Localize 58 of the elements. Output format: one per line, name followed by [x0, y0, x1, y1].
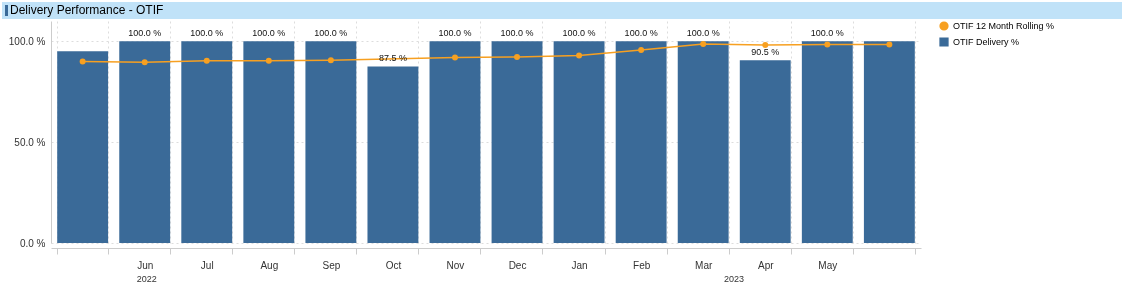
point — [576, 52, 583, 59]
data-label: 100.0 % — [190, 28, 224, 39]
point — [79, 58, 86, 65]
legend-label: OTIF Delivery % — [953, 37, 1020, 47]
point — [265, 57, 272, 64]
bar — [491, 41, 543, 243]
x-tick-label: Dec — [508, 259, 527, 271]
data-label: 90.5 % — [751, 47, 780, 58]
x-tick-label: Mar — [695, 259, 713, 271]
point — [327, 57, 334, 64]
data-label: 100.0 % — [252, 28, 286, 39]
data-label: 100.0 % — [562, 28, 596, 39]
x-tick-label: Jun — [137, 259, 154, 271]
bar — [367, 66, 419, 243]
x-tick-label: Jul — [200, 259, 214, 271]
point — [762, 42, 769, 49]
x-tick-label: Sep — [322, 259, 341, 271]
x-tick-label: Apr — [757, 259, 775, 271]
bar — [677, 41, 729, 243]
bar — [305, 41, 357, 243]
data-label: 100.0 % — [686, 28, 720, 39]
x-tick-label: May — [818, 259, 838, 271]
x-tick-label: Nov — [446, 259, 465, 271]
bar — [243, 41, 295, 243]
data-label: 100.0 % — [624, 28, 658, 39]
x-tick-label: Aug — [260, 259, 279, 271]
data-label: 100.0 % — [500, 28, 534, 39]
legend-label: OTIF 12 Month Rolling % — [953, 21, 1055, 31]
text: 2023 — [723, 274, 744, 284]
chart-title: Delivery Performance - OTIF — [2, 2, 1122, 19]
bar — [739, 60, 791, 243]
bar — [119, 41, 171, 243]
data-label: 100.0 % — [438, 28, 472, 39]
data-label: 100.0 % — [314, 28, 348, 39]
point — [514, 53, 521, 60]
y-tick-label: 50.0 % — [14, 136, 46, 148]
x-tick-label: Jan — [571, 259, 588, 271]
bar — [181, 41, 233, 243]
point — [886, 41, 893, 48]
point — [700, 41, 707, 47]
y-tick-label: 100.0 % — [8, 35, 46, 47]
bar — [801, 41, 853, 243]
bar — [57, 51, 109, 243]
x-tick-label: Oct — [385, 259, 402, 271]
bar — [615, 41, 667, 243]
y-tick-label: 0.0 % — [19, 237, 46, 249]
bar — [863, 41, 915, 243]
x-tick-label: Feb — [633, 259, 651, 271]
data-label: 100.0 % — [810, 28, 844, 39]
point — [638, 47, 645, 54]
bar — [553, 41, 605, 243]
point — [824, 41, 831, 48]
bar — [429, 41, 481, 243]
point — [451, 54, 458, 61]
point — [141, 59, 148, 66]
point — [203, 57, 210, 64]
text: 2022 — [136, 274, 157, 284]
data-label: 100.0 % — [128, 28, 162, 39]
